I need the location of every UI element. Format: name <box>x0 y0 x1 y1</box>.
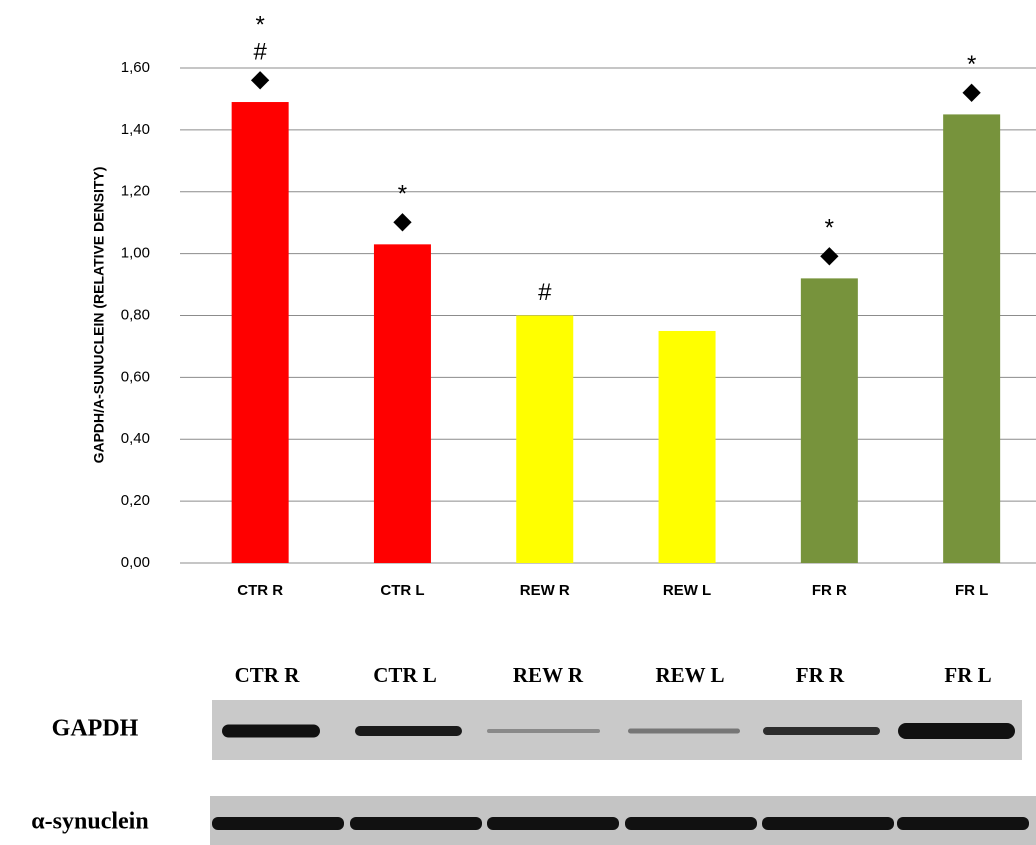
x-tick-label: REW R <box>520 582 570 599</box>
blot-lane-label: CTR R <box>235 663 301 687</box>
blot-band <box>222 725 320 738</box>
bar <box>659 331 716 563</box>
significance-mark: * <box>255 11 264 38</box>
blot-row-label: GAPDH <box>52 716 139 742</box>
bar <box>516 316 573 564</box>
y-tick-label: 0,60 <box>121 368 150 385</box>
y-tick-label: 1,00 <box>121 245 150 262</box>
significance-mark: ◆ <box>251 65 270 92</box>
significance-mark: ◆ <box>820 242 839 269</box>
bar <box>374 244 431 563</box>
blot-band <box>350 817 482 830</box>
significance-mark: # <box>538 279 552 306</box>
blot-lane-label: FR R <box>796 663 845 687</box>
blot-band <box>763 727 880 735</box>
y-tick-label: 0,20 <box>121 492 150 509</box>
significance-mark: ◆ <box>393 208 412 235</box>
blot-band <box>897 817 1029 830</box>
blot-band <box>625 817 757 830</box>
chart: GAPDH/A-SUNUCLEIN (RELATIVE DENSITY) GAP… <box>0 0 1036 845</box>
y-tick-label: 1,60 <box>121 59 150 76</box>
blot-lane-label: FR L <box>944 663 991 687</box>
y-tick-label: 1,40 <box>121 121 150 138</box>
blot-lane-label: REW R <box>513 663 584 687</box>
blot-lane-label: CTR L <box>373 663 437 687</box>
blot-band <box>898 723 1015 739</box>
significance-mark: * <box>967 51 976 78</box>
bar <box>801 278 858 563</box>
significance-mark: * <box>398 181 407 208</box>
blot-row-label: α-synuclein <box>31 809 148 835</box>
y-tick-label: 0,40 <box>121 430 150 447</box>
bar <box>232 102 289 563</box>
y-tick-label: 0,00 <box>121 554 150 571</box>
bar <box>943 114 1000 563</box>
x-tick-label: REW L <box>663 582 711 599</box>
y-tick-label: 1,20 <box>121 183 150 200</box>
x-tick-label: CTR L <box>380 582 424 599</box>
blot-band <box>628 729 740 734</box>
x-tick-label: CTR R <box>237 582 283 599</box>
y-axis-title: GAPDH/A-SUNUCLEIN (RELATIVE DENSITY) <box>91 167 107 464</box>
significance-mark: * <box>825 215 834 242</box>
significance-mark: # <box>253 38 267 65</box>
blot-band <box>762 817 894 830</box>
blot-band <box>487 729 600 733</box>
x-tick-label: FR R <box>812 582 847 599</box>
blot-band <box>212 817 344 830</box>
significance-mark: ◆ <box>962 78 981 105</box>
blot-band <box>355 726 462 736</box>
x-tick-label: FR L <box>955 582 988 599</box>
blot-band <box>487 817 619 830</box>
blot-lane-label: REW L <box>655 663 724 687</box>
y-tick-label: 0,80 <box>121 306 150 323</box>
